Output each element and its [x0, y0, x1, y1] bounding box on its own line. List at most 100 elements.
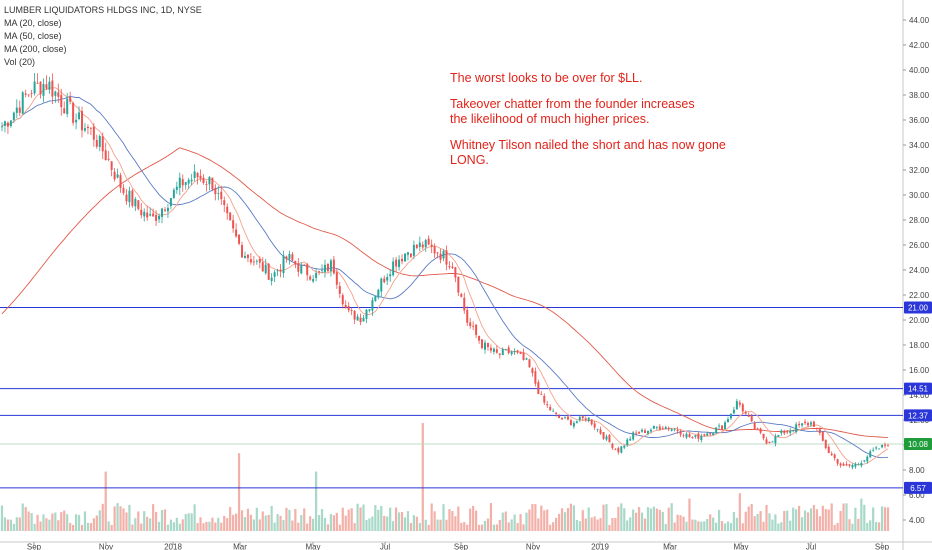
x-tick-label: Mar [233, 543, 247, 550]
candle-body [383, 278, 386, 283]
candle-body [685, 433, 688, 438]
candle-body [540, 394, 543, 395]
candle-body [587, 417, 590, 422]
volume-bar [60, 512, 63, 531]
candle-body [815, 428, 818, 429]
candle-body [869, 451, 872, 458]
volume-bar [880, 506, 884, 531]
volume-bar [160, 510, 164, 531]
volume-bar [0, 505, 4, 531]
volume-bar [448, 509, 451, 531]
volume-bar [249, 514, 253, 531]
volume-bar [519, 514, 522, 531]
volume-bar [134, 518, 137, 531]
volume-bar [543, 510, 546, 531]
volume-bar [691, 519, 694, 531]
legend-ma20: MA (20, close) [4, 18, 62, 28]
candle-body [86, 126, 89, 129]
candle-body [338, 286, 341, 294]
candle-body [442, 250, 445, 259]
volume-bar [205, 521, 208, 531]
candle-body [217, 193, 220, 195]
candle-body [398, 259, 401, 268]
volume-bar [623, 508, 626, 531]
candle-body [63, 108, 66, 114]
candle-body [12, 112, 15, 120]
level-price-tag [904, 382, 932, 395]
candle-body [519, 351, 522, 354]
x-tick-label: Nov [99, 543, 113, 550]
volume-bar [836, 522, 839, 531]
volume-bar [430, 503, 433, 531]
level-price-label: 6.57 [910, 484, 926, 493]
candle-body [95, 140, 98, 147]
volume-bar [723, 523, 727, 531]
candle-body [635, 432, 638, 434]
candle-body [881, 444, 884, 448]
volume-bar [140, 523, 143, 531]
volume-bar [587, 507, 590, 531]
volume-bar [717, 509, 721, 531]
annotation-line-1: The worst looks to be over for $LL. [450, 71, 643, 85]
candle-body [113, 171, 116, 180]
candle-body [750, 415, 753, 422]
y-tick-label: 24.00 [909, 266, 930, 275]
volume-bar [415, 516, 418, 531]
candle-body [412, 244, 415, 256]
candle-body [315, 272, 318, 278]
volume-bar [572, 505, 575, 531]
candle-body [649, 429, 652, 432]
y-tick-label: 40.00 [909, 66, 930, 75]
candle-body [818, 429, 821, 433]
candle-body [655, 427, 658, 429]
volume-bar [77, 514, 81, 531]
candle-body [537, 382, 540, 395]
candle-body [104, 150, 107, 161]
volume-bar [359, 507, 362, 531]
candle-body [457, 276, 460, 293]
candle-body [24, 93, 27, 95]
volume-bar [309, 516, 312, 531]
volume-bar [605, 504, 608, 531]
candle-body [406, 252, 409, 255]
volume-bar [783, 510, 786, 531]
candle-body [199, 175, 202, 179]
volume-bar [240, 510, 244, 531]
volume-bar [860, 498, 863, 531]
candle-body [670, 429, 673, 431]
volume-bar [243, 517, 247, 531]
volume-bar [602, 504, 605, 531]
candle-body [122, 187, 125, 194]
candle-body [392, 261, 395, 276]
volume-bar [489, 503, 493, 531]
candle-body [335, 272, 338, 285]
candle-body [326, 263, 329, 272]
candle-body [599, 429, 602, 434]
volume-bar [667, 507, 670, 531]
volume-bar [24, 507, 27, 531]
candle-body [798, 423, 801, 426]
candle-body [143, 211, 146, 217]
volume-bar [578, 521, 581, 531]
volume-bar [486, 518, 490, 531]
candle-body [264, 264, 267, 274]
volume-bar [270, 505, 273, 531]
x-tick-label: Jul [806, 543, 816, 550]
volume-bar [560, 508, 564, 531]
volume-bar [104, 471, 107, 531]
candle-body [608, 434, 611, 443]
candle-body [812, 421, 815, 427]
candle-body [321, 270, 324, 272]
volume-bar [866, 522, 869, 531]
candle-body [401, 258, 404, 262]
x-tick-label: 2018 [164, 543, 182, 550]
candle-body [69, 97, 72, 102]
candle-body [753, 422, 756, 429]
volume-bar [110, 524, 113, 531]
volume-bar [720, 521, 724, 531]
volume-bar [827, 509, 830, 531]
volume-bar [424, 519, 427, 531]
candle-body [475, 324, 478, 336]
